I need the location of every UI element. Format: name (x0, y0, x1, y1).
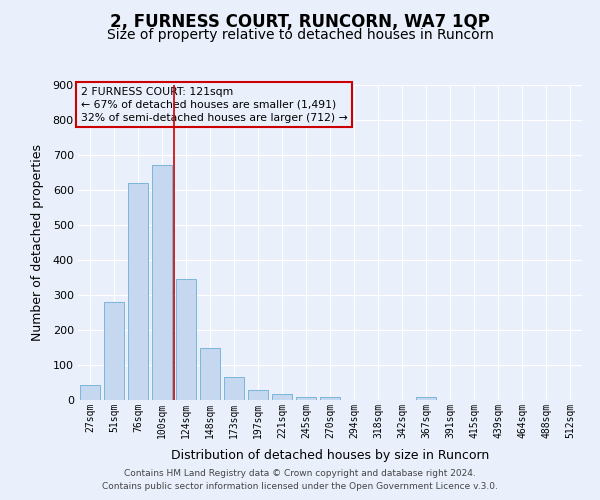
Bar (176, 279, 196, 400)
Bar (128, 183, 148, 400)
Bar (248, 390, 268, 400)
Bar (104, 302, 124, 400)
Bar (152, 166, 172, 400)
Bar (200, 348, 220, 400)
Bar (80, 386, 100, 400)
Text: 2 FURNESS COURT: 121sqm
← 67% of detached houses are smaller (1,491)
32% of semi: 2 FURNESS COURT: 121sqm ← 67% of detache… (80, 86, 347, 123)
Bar (416, 397, 436, 400)
Bar (224, 377, 244, 400)
Text: 2, FURNESS COURT, RUNCORN, WA7 1QP: 2, FURNESS COURT, RUNCORN, WA7 1QP (110, 12, 490, 30)
Text: Contains HM Land Registry data © Crown copyright and database right 2024.: Contains HM Land Registry data © Crown c… (124, 468, 476, 477)
Bar (296, 396, 316, 400)
X-axis label: Distribution of detached houses by size in Runcorn: Distribution of detached houses by size … (171, 449, 489, 462)
Bar (272, 394, 292, 400)
Y-axis label: Number of detached properties: Number of detached properties (31, 144, 44, 341)
Text: Contains public sector information licensed under the Open Government Licence v.: Contains public sector information licen… (102, 482, 498, 491)
Text: Size of property relative to detached houses in Runcorn: Size of property relative to detached ho… (107, 28, 493, 42)
Bar (320, 396, 340, 400)
